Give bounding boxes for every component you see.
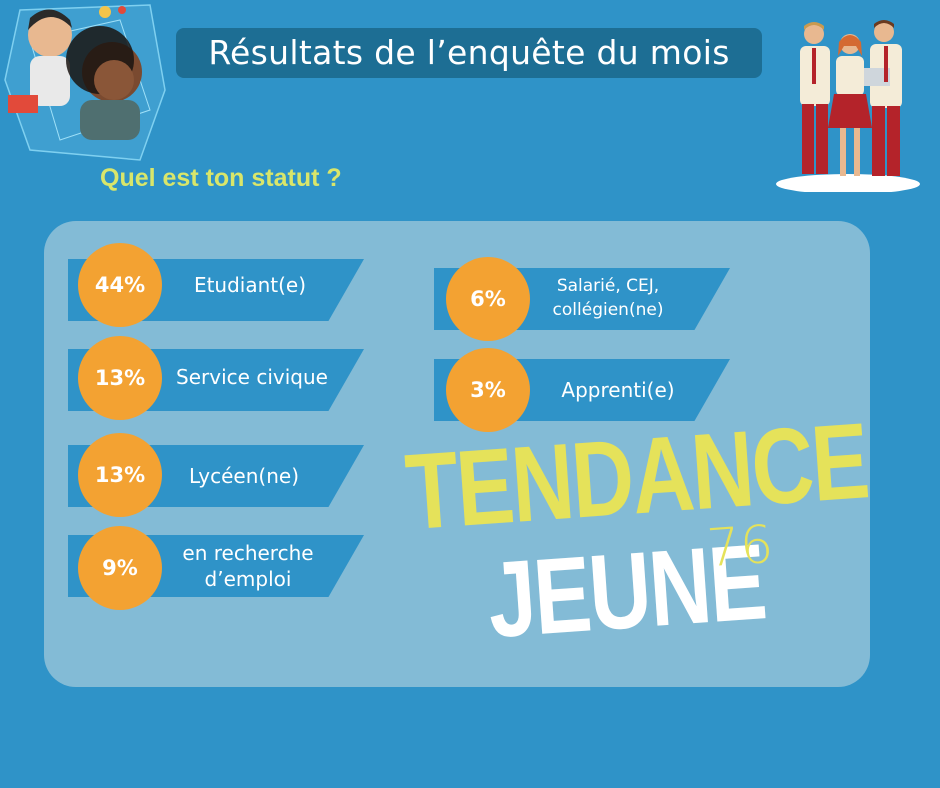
result-label: en recherche d’emploi — [158, 536, 338, 596]
logo-number: 76 — [704, 514, 776, 580]
percent-badge: 44% — [78, 243, 162, 327]
page-title: Résultats de l’enquête du mois — [176, 28, 762, 78]
percent-badge: 3% — [446, 348, 530, 432]
tendance-jeune-logo: TENDANCE JEUNE 76 — [402, 401, 871, 662]
survey-question: Quel est ton statut ? — [100, 164, 342, 192]
percent-badge: 13% — [78, 433, 162, 517]
result-label: Service civique — [176, 365, 328, 389]
result-label-line1: en recherche — [182, 541, 314, 565]
result-label-line2: d’emploi — [204, 567, 292, 591]
result-label: Apprenti(e) — [561, 378, 675, 402]
result-label: Salarié, CEJ, collégien(ne) — [528, 268, 688, 328]
percent-badge: 13% — [78, 336, 162, 420]
result-label-line2: collégien(ne) — [552, 300, 664, 320]
result-label: Etudiant(e) — [193, 273, 307, 297]
result-label: Lycéen(ne) — [188, 464, 299, 488]
result-label-line1: Salarié, CEJ, — [556, 276, 660, 296]
percent-badge: 9% — [78, 526, 162, 610]
students-illustration — [776, 20, 920, 192]
percent-badge: 6% — [446, 257, 530, 341]
youth-portrait-illustration — [4, 4, 166, 161]
